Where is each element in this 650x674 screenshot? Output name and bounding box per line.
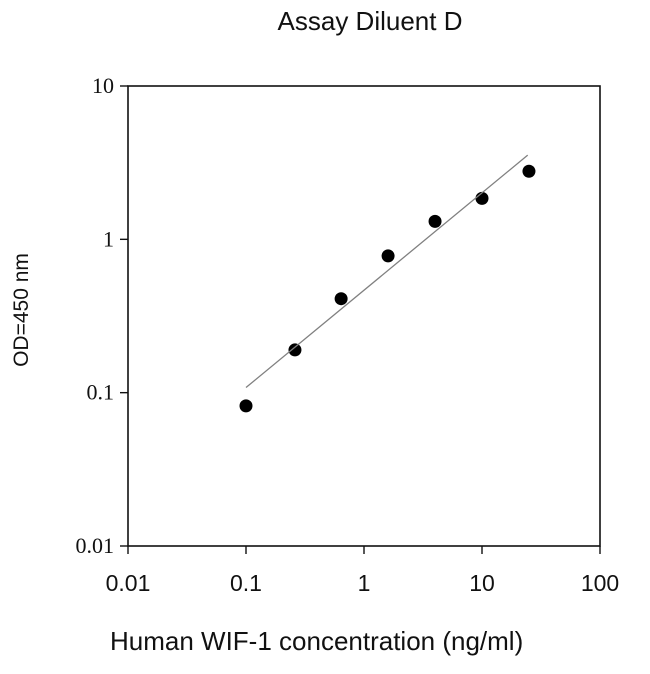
data-point	[288, 343, 302, 357]
data-point	[334, 292, 348, 306]
data-point	[428, 214, 442, 228]
data-point	[239, 399, 253, 413]
y-tick-label: 1	[103, 226, 114, 251]
data-point	[475, 191, 489, 205]
plot-frame	[127, 85, 601, 547]
y-tick-label: 10	[92, 73, 114, 98]
data-point	[522, 164, 536, 178]
data-point	[381, 249, 395, 263]
x-tick-label: 100	[581, 570, 619, 596]
y-tick-label: 0.1	[87, 380, 115, 405]
fit-line	[245, 154, 529, 389]
chart-title: Assay Diluent D	[277, 6, 463, 36]
x-tick-label: 1	[358, 570, 371, 596]
x-axis-label: Human WIF-1 concentration (ng/ml)	[110, 626, 524, 656]
x-tick-label: 0.1	[230, 570, 262, 596]
y-tick-label: 0.01	[76, 533, 115, 558]
x-tick-label: 10	[469, 570, 495, 596]
x-tick-label: 0.01	[106, 570, 151, 596]
